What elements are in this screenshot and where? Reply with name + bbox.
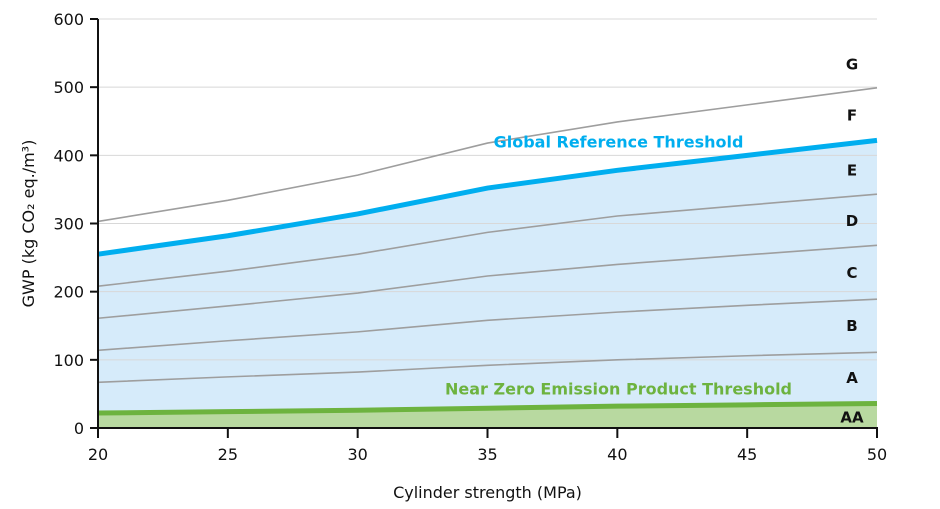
y-tick-label: 500: [53, 78, 84, 97]
y-axis-label: GWP (kg CO₂ eq./m³): [19, 140, 38, 308]
boundary-line-boundary-A-B: [97, 351, 878, 384]
x-tick-label: 45: [737, 445, 757, 464]
band-label-D: D: [846, 212, 858, 230]
x-axis-label: Cylinder strength (MPa): [393, 483, 582, 502]
band-label-AA: AA: [840, 408, 864, 426]
x-tick-label: 20: [88, 445, 108, 464]
band-label-G: G: [846, 55, 858, 73]
x-tick-label: 40: [607, 445, 627, 464]
y-tick-label: 400: [53, 146, 84, 165]
x-tick-label: 35: [477, 445, 497, 464]
band-label-F: F: [847, 106, 857, 124]
y-tick-label: 100: [53, 351, 84, 370]
band-label-E: E: [847, 162, 857, 180]
boundary-line-boundary-C-D: [97, 244, 878, 320]
global-reference-threshold-line: [97, 137, 878, 257]
near-zero-fill: [98, 403, 877, 428]
x-tick-label: 30: [347, 445, 367, 464]
band-label-A: A: [846, 369, 858, 387]
x-tick-label: 50: [867, 445, 887, 464]
band-label-C: C: [846, 264, 857, 282]
boundary-line-boundary-D-E: [97, 193, 878, 288]
y-tick-label: 200: [53, 283, 84, 302]
band-label-B: B: [846, 317, 857, 335]
boundary-line-boundary-F-G: [97, 87, 878, 223]
annotation-0: Global Reference Threshold: [494, 133, 744, 152]
near-zero-threshold-line: [97, 400, 878, 416]
y-tick-label: 300: [53, 215, 84, 234]
y-tick-label: 600: [53, 10, 84, 29]
x-tick-label: 25: [218, 445, 238, 464]
y-tick-label: 0: [74, 419, 84, 438]
boundary-line-boundary-B-C: [97, 298, 878, 352]
annotation-1: Near Zero Emission Product Threshold: [445, 379, 792, 398]
